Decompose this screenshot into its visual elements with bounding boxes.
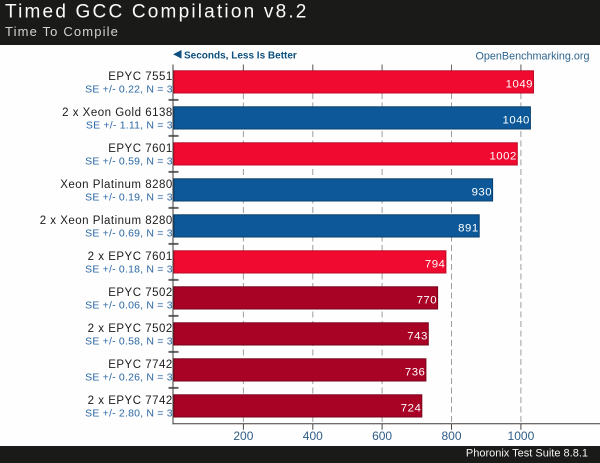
svg-text:Timed GCC Compilation v8.2: Timed GCC Compilation v8.2 xyxy=(5,2,309,23)
svg-text:SE +/- 1.11, N = 3: SE +/- 1.11, N = 3 xyxy=(86,120,173,132)
svg-text:743: 743 xyxy=(407,331,428,343)
svg-text:Phoronix Test Suite 8.8.1: Phoronix Test Suite 8.8.1 xyxy=(466,448,588,460)
svg-text:SE +/- 0.69, N = 3: SE +/- 0.69, N = 3 xyxy=(85,228,173,240)
svg-text:2 x Xeon Gold 6138: 2 x Xeon Gold 6138 xyxy=(62,107,173,119)
svg-text:2 x EPYC 7502: 2 x EPYC 7502 xyxy=(88,323,173,335)
svg-text:800: 800 xyxy=(441,429,461,443)
svg-text:SE +/- 0.06, N = 3: SE +/- 0.06, N = 3 xyxy=(85,300,173,312)
svg-text:EPYC 7601: EPYC 7601 xyxy=(108,143,173,155)
svg-text:2 x EPYC 7601: 2 x EPYC 7601 xyxy=(88,251,173,263)
svg-text:1040: 1040 xyxy=(503,115,530,127)
svg-text:770: 770 xyxy=(417,295,438,307)
svg-text:SE +/- 2.80, N = 3: SE +/- 2.80, N = 3 xyxy=(85,408,173,420)
svg-text:OpenBenchmarking.org: OpenBenchmarking.org xyxy=(475,51,589,63)
svg-text:1000: 1000 xyxy=(508,429,535,443)
svg-text:930: 930 xyxy=(472,187,493,199)
svg-text:SE +/- 0.19, N = 3: SE +/- 0.19, N = 3 xyxy=(85,192,173,204)
svg-text:2 x Xeon Platinum 8280: 2 x Xeon Platinum 8280 xyxy=(40,215,173,227)
svg-text:EPYC 7551: EPYC 7551 xyxy=(108,71,173,83)
svg-text:400: 400 xyxy=(303,429,323,443)
svg-text:Time To Compile: Time To Compile xyxy=(5,24,119,39)
svg-text:1002: 1002 xyxy=(489,151,516,163)
svg-text:Seconds, Less Is Better: Seconds, Less Is Better xyxy=(184,51,297,62)
svg-text:SE +/- 0.58, N = 3: SE +/- 0.58, N = 3 xyxy=(85,336,173,348)
svg-text:891: 891 xyxy=(458,223,479,235)
svg-text:1049: 1049 xyxy=(506,79,533,91)
svg-text:SE +/- 0.18, N = 3: SE +/- 0.18, N = 3 xyxy=(85,264,173,276)
svg-text:EPYC 7502: EPYC 7502 xyxy=(108,287,173,299)
svg-text:736: 736 xyxy=(405,367,426,379)
svg-text:724: 724 xyxy=(401,403,422,415)
svg-text:2 x EPYC 7742: 2 x EPYC 7742 xyxy=(88,395,173,407)
svg-text:SE +/- 0.22, N = 3: SE +/- 0.22, N = 3 xyxy=(85,84,173,96)
svg-text:Xeon Platinum 8280: Xeon Platinum 8280 xyxy=(60,179,173,191)
svg-text:794: 794 xyxy=(425,259,446,271)
svg-text:600: 600 xyxy=(372,429,392,443)
svg-text:SE +/- 0.26, N = 3: SE +/- 0.26, N = 3 xyxy=(85,372,173,384)
svg-text:200: 200 xyxy=(233,429,253,443)
svg-text:EPYC 7742: EPYC 7742 xyxy=(108,359,173,371)
svg-text:SE +/- 0.59, N = 3: SE +/- 0.59, N = 3 xyxy=(85,156,173,168)
